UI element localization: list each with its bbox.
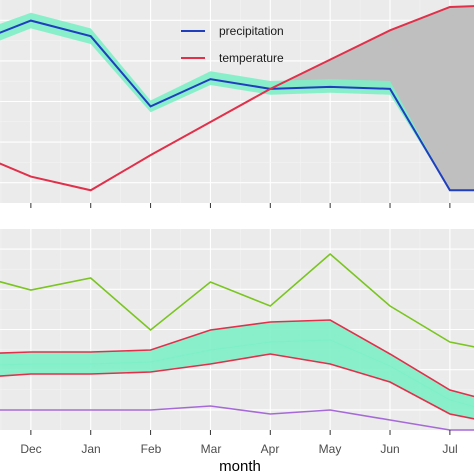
band-center-line (0, 339, 474, 408)
red-upper-line (0, 319, 474, 398)
green-line (0, 252, 474, 348)
bottom-panel (0, 229, 474, 431)
legend-label-precipitation: precipitation (219, 24, 284, 38)
precipitation-line (0, 19, 474, 192)
x-tick-label: Jan (81, 442, 100, 456)
purple-line (0, 405, 474, 431)
x-tick-label: Dec (20, 442, 41, 456)
x-tick-labels: Dec Jan Feb Mar Apr May Jun Jul (20, 442, 457, 456)
x-tick-label: Jun (380, 442, 399, 456)
bottom-x-ticks (30, 430, 451, 435)
red-lower-line (0, 353, 474, 420)
top-marks (0, 5, 474, 192)
band-area (0, 320, 474, 419)
x-tick-label: Apr (261, 442, 280, 456)
x-tick-label: May (319, 442, 342, 456)
x-tick-label: Feb (141, 442, 162, 456)
top-x-ticks (30, 203, 451, 208)
x-axis-title: month (219, 458, 261, 474)
bottom-marks (0, 252, 474, 431)
top-panel (0, 0, 474, 203)
legend-label-temperature: temperature (219, 51, 284, 65)
x-tick-label: Jul (442, 442, 457, 456)
precipitation-band (0, 12, 474, 191)
x-tick-label: Mar (201, 442, 222, 456)
temperature-line (0, 5, 474, 192)
legend: precipitation temperature (181, 24, 284, 65)
